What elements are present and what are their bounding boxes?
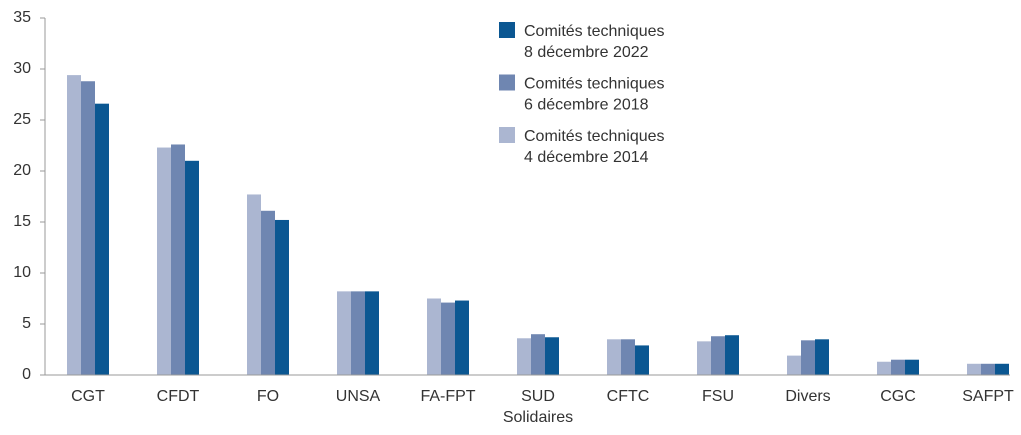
bar: [67, 75, 81, 376]
bar: [351, 291, 365, 375]
legend-swatch: [499, 127, 515, 143]
y-tick-label: 35: [13, 9, 31, 26]
y-tick-label: 15: [13, 213, 31, 230]
x-tick-label: CGT: [71, 388, 105, 405]
y-tick-label: 10: [13, 264, 31, 281]
bar: [441, 302, 455, 375]
x-tick-label: SAFPT: [962, 388, 1014, 405]
x-tick-label: SUD Solidaires: [503, 388, 573, 426]
bar: [185, 160, 199, 375]
bar: [247, 194, 261, 375]
x-tick-label: CFDT: [157, 388, 200, 405]
bar: [517, 338, 531, 375]
legend-label: Comités techniques 4 décembre 2014: [524, 128, 665, 166]
bar: [455, 300, 469, 375]
x-tick-label: CGC: [880, 388, 916, 405]
bar: [365, 291, 379, 375]
y-tick-label: 30: [13, 60, 31, 77]
bar: [801, 340, 815, 375]
bar: [95, 103, 109, 376]
bar: [995, 363, 1009, 375]
bar: [967, 363, 981, 375]
bar: [635, 345, 649, 375]
bar: [711, 336, 725, 375]
bar: [171, 144, 185, 375]
bar: [275, 219, 289, 375]
bar: [815, 339, 829, 375]
bar: [905, 359, 919, 375]
y-tick-label: 5: [22, 315, 31, 332]
x-tick-label: UNSA: [336, 388, 381, 405]
bar: [981, 363, 995, 375]
x-tick-label: FA-FPT: [420, 388, 475, 405]
y-tick-label: 25: [13, 111, 31, 128]
bar: [725, 335, 739, 375]
legend-label: Comités techniques 8 décembre 2022: [524, 23, 665, 61]
bar: [261, 210, 275, 375]
x-tick-label: FSU: [702, 388, 734, 405]
bar: [787, 355, 801, 375]
bar: [531, 334, 545, 375]
bar: [157, 147, 171, 375]
bar: [621, 339, 635, 375]
bar: [545, 337, 559, 375]
bar: [337, 291, 351, 375]
bar: [607, 339, 621, 375]
bar: [81, 81, 95, 376]
bar: [891, 359, 905, 375]
legend-label: Comités techniques 6 décembre 2018: [524, 76, 665, 114]
bar: [697, 341, 711, 375]
bar: [877, 361, 891, 375]
y-tick-label: 20: [13, 162, 31, 179]
legend-swatch: [499, 22, 515, 38]
y-tick-label: 0: [22, 366, 31, 383]
legend-swatch: [499, 74, 515, 91]
bar: [427, 298, 441, 375]
x-tick-label: CFTC: [607, 388, 650, 405]
x-tick-label: FO: [257, 388, 279, 405]
x-tick-label: Divers: [785, 388, 830, 405]
